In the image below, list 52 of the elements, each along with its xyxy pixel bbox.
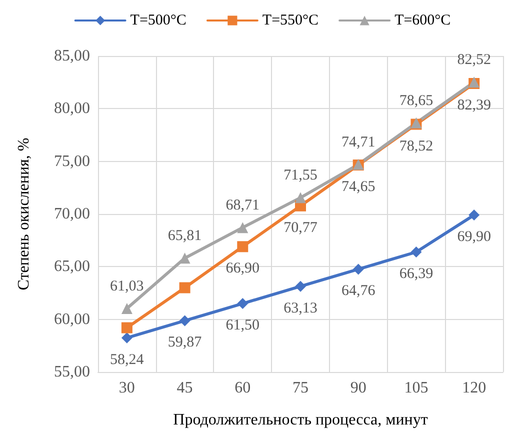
x-tick-label: 105: [404, 380, 428, 396]
point: [179, 282, 190, 294]
y-tick-label: 80,00: [54, 100, 90, 118]
x-tick-label: 30: [118, 380, 135, 396]
data-label: 58,24: [110, 352, 144, 368]
y-tick-label: 70,00: [54, 206, 90, 222]
data-label: 78,52: [399, 138, 434, 154]
point: [237, 222, 248, 234]
y-tick-label: 60,00: [54, 310, 90, 328]
point: [179, 252, 190, 264]
point: [121, 322, 132, 334]
data-label: 74,65: [341, 179, 376, 196]
y-axis-title: Степень окисления, %: [16, 138, 32, 290]
legend-label: T=500°C: [130, 12, 186, 28]
point: [410, 246, 422, 258]
x-tick-label: 75: [292, 380, 308, 396]
y-tick-label: 55,00: [54, 364, 90, 380]
data-label: 71,55: [284, 168, 318, 184]
data-label: 74,71: [341, 134, 376, 150]
y-tick-label: 65,00: [54, 258, 90, 276]
point: [121, 332, 132, 344]
x-tick-label: 60: [234, 380, 251, 396]
legend-label: T=550°C: [262, 12, 319, 28]
point: [295, 280, 306, 292]
point: [121, 302, 132, 314]
data-label: 69,90: [457, 229, 491, 246]
point: [237, 241, 248, 252]
data-label: 64,76: [341, 283, 376, 300]
y-tick-label: 75,00: [54, 152, 90, 170]
data-label: 61,03: [110, 278, 144, 294]
data-label: 65,81: [168, 228, 202, 244]
data-label: 78,65: [399, 92, 434, 109]
data-label: 66,90: [226, 260, 260, 277]
data-label: 59,87: [168, 334, 202, 351]
data-label: 82,52: [457, 52, 491, 68]
data-label: 82,39: [457, 97, 491, 114]
point: [179, 315, 190, 326]
x-tick-label: 45: [176, 380, 193, 396]
data-label: 68,71: [226, 198, 260, 214]
point: [237, 298, 248, 310]
point: [295, 192, 306, 204]
data-label: 63,13: [284, 300, 318, 316]
x-tick-label: 120: [462, 380, 486, 396]
x-axis-title: Продолжительность процесса, минут: [173, 412, 428, 428]
point: [468, 210, 480, 221]
data-label: 66,39: [399, 266, 434, 282]
y-tick-label: 85,00: [54, 48, 90, 64]
x-tick-label: 90: [350, 380, 366, 396]
point: [352, 264, 364, 275]
data-label: 61,50: [226, 318, 260, 334]
legend-label: T=600°C: [394, 12, 451, 28]
data-label: 70,77: [284, 220, 318, 236]
